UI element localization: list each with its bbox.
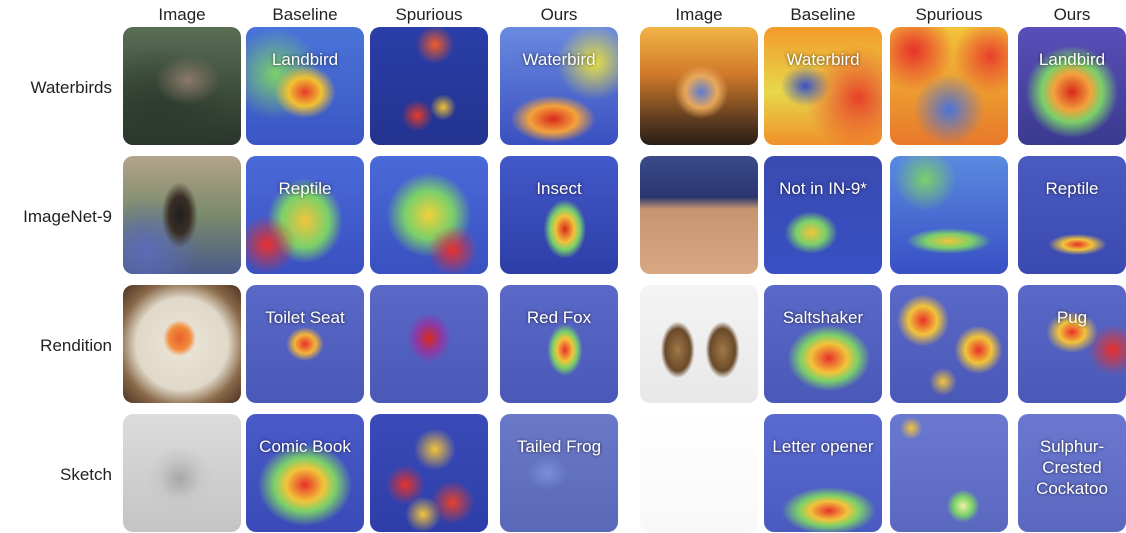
heatmap-baseline-imagenet-left: Reptile xyxy=(246,156,364,274)
row-label-rendition: Rendition xyxy=(40,336,112,355)
heatmap-baseline-sketch-right: Letter opener xyxy=(764,414,882,532)
heatmap-baseline-waterbirds-right: Waterbird xyxy=(764,27,882,145)
heatmap-baseline-rendition-right: Saltshaker xyxy=(764,285,882,403)
prediction-baseline-label: Landbird xyxy=(271,50,339,69)
heatmap-ours-imagenet-left: Insect xyxy=(500,156,618,274)
image-frog-sketch xyxy=(123,414,241,532)
heatmap-ours-sketch-left: Tailed Frog xyxy=(500,414,618,532)
col-header-baseline-right: Baseline xyxy=(790,5,856,24)
heatmap-spurious-imagenet-left xyxy=(370,156,488,274)
prediction-ours-label: Pug xyxy=(1056,308,1088,327)
row-label-waterbirds: Waterbirds xyxy=(30,78,112,97)
heatmap-spurious-imagenet-right xyxy=(890,156,1008,274)
prediction-ours-label: Landbird xyxy=(1038,50,1106,69)
image-landbird-sunset xyxy=(640,27,758,145)
image-lizard xyxy=(640,156,758,274)
col-header-image-right: Image xyxy=(675,5,723,24)
heatmap-ours-waterbirds-left: Waterbird xyxy=(500,27,618,145)
heatmap-spurious-waterbirds-right xyxy=(890,27,1008,145)
heatmap-spurious-rendition-left xyxy=(370,285,488,403)
image-cockatoo-sketch xyxy=(640,414,758,532)
heatmap-spurious-rendition-right xyxy=(890,285,1008,403)
prediction-baseline-label: Reptile xyxy=(278,179,332,198)
row-label-imagenet-9: ImageNet-9 xyxy=(23,207,112,226)
col-header-image-left: Image xyxy=(158,5,206,24)
col-header-baseline-left: Baseline xyxy=(272,5,338,24)
heatmap-baseline-sketch-left: Comic Book xyxy=(246,414,364,532)
prediction-baseline-label: Not in IN-9* xyxy=(779,179,867,198)
col-header-ours-right: Ours xyxy=(1053,5,1091,24)
prediction-baseline-label: Saltshaker xyxy=(782,308,864,327)
heatmap-baseline-waterbirds-left: Landbird xyxy=(246,27,364,145)
prediction-baseline-label: Waterbird xyxy=(786,50,860,69)
prediction-ours-label: Red Fox xyxy=(526,308,592,327)
col-header-ours-left: Ours xyxy=(540,5,578,24)
image-butterfly xyxy=(123,156,241,274)
prediction-baseline-label: Toilet Seat xyxy=(265,308,345,327)
prediction-ours-label: Tailed Frog xyxy=(516,437,602,456)
prediction-baseline-label: Comic Book xyxy=(259,437,351,456)
prediction-ours-label: Reptile xyxy=(1045,179,1099,198)
prediction-ours-label: Waterbird xyxy=(522,50,596,69)
prediction-baseline-label: Letter opener xyxy=(772,437,874,456)
heatmap-baseline-rendition-left: Toilet Seat xyxy=(246,285,364,403)
heatmap-baseline-imagenet-right: Not in IN-9* xyxy=(764,156,882,274)
heatmap-spurious-sketch-right xyxy=(890,414,1008,532)
row-label-sketch: Sketch xyxy=(60,465,112,484)
image-pug-figurines xyxy=(640,285,758,403)
heatmap-spurious-waterbirds-left xyxy=(370,27,488,145)
image-waterbird-heron xyxy=(123,27,241,145)
heatmap-ours-sketch-right: Sulphur-Crested Cockatoo xyxy=(1018,414,1126,532)
heatmap-ours-rendition-left: Red Fox xyxy=(500,285,618,403)
heatmap-ours-waterbirds-right: Landbird xyxy=(1018,27,1126,145)
heatmap-ours-imagenet-right: Reptile xyxy=(1018,156,1126,274)
heatmap-ours-rendition-right: Pug xyxy=(1018,285,1126,403)
prediction-ours-label: Insect xyxy=(536,179,582,198)
heatmap-spurious-sketch-left xyxy=(370,414,488,532)
prediction-ours-label: Sulphur-Crested Cockatoo xyxy=(1036,437,1108,498)
col-header-spurious-left: Spurious xyxy=(395,5,463,24)
image-embroidered-fox xyxy=(123,285,241,403)
col-header-spurious-right: Spurious xyxy=(915,5,983,24)
